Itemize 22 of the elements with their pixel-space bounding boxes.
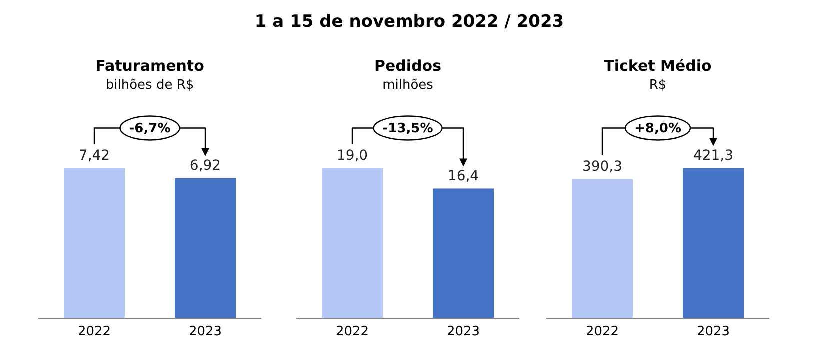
x-tick-label: 2023 (188, 324, 222, 340)
data-label: 390,3 (582, 158, 623, 175)
x-tick-label: 2023 (696, 324, 730, 340)
chart-title: Faturamento (96, 56, 204, 75)
chart-subtitle: R$ (649, 78, 667, 94)
text: +8,0% (634, 122, 682, 137)
data-label: 16,4 (448, 168, 480, 184)
text: 1 a 15 de novembro 2022 / 2023 (254, 12, 566, 32)
text: -6,7% (129, 122, 171, 137)
chart-title: Ticket Médio (604, 56, 712, 75)
x-tick-label: 2023 (446, 324, 480, 340)
data-label: 19,0 (336, 148, 368, 164)
x-tick-label: 2022 (336, 324, 370, 340)
data-label: 6,92 (190, 158, 222, 174)
data-label: 7,42 (78, 148, 110, 164)
chart-subtitle: milhões (382, 78, 434, 94)
text: -13,5% (382, 122, 434, 137)
chart-title: Pedidos (374, 56, 442, 75)
x-tick-label: 2022 (78, 324, 112, 340)
x-tick-label: 2022 (586, 324, 620, 340)
chart-subtitle: bilhões de R$ (106, 78, 194, 94)
data-label: 421,3 (693, 148, 734, 164)
